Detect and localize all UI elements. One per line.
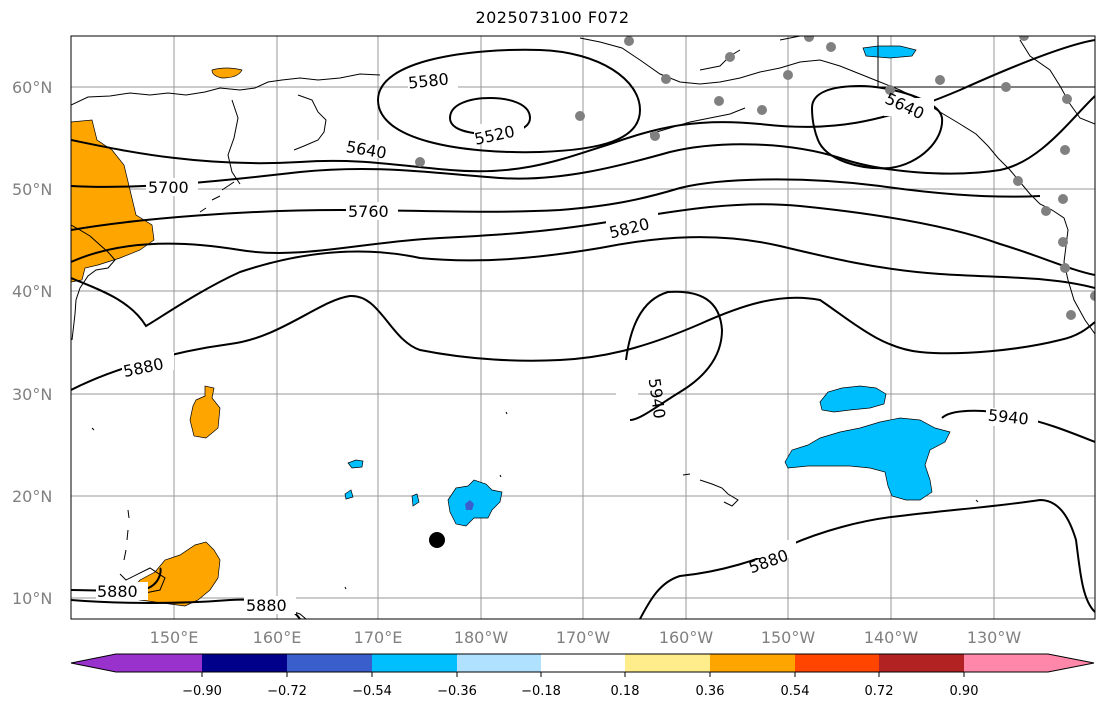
contour-label-5880-sw: 5880: [97, 582, 138, 601]
lon-label-140w: 140°W: [864, 628, 919, 647]
colorbar-tick: 0.72: [865, 684, 894, 699]
colorbar-tick: −0.72: [267, 684, 307, 699]
lon-label-160e: 160°E: [253, 628, 302, 647]
contour-label-5880-south2: 5880: [246, 596, 287, 615]
lat-label-60n: 60°N: [12, 78, 52, 97]
negative-anomaly-areas: [344, 45, 951, 527]
colorbar-tick: −0.54: [352, 684, 392, 699]
colorbar-segment: [372, 654, 457, 672]
colorbar-segment: [879, 654, 964, 672]
lat-label-10n: 10°N: [12, 589, 52, 608]
colorbar-tick: 0.36: [696, 684, 725, 699]
lat-label-40n: 40°N: [12, 282, 52, 301]
contour-label-5940-east: 5940: [987, 406, 1029, 429]
colorbar-tick: 0.90: [950, 684, 979, 699]
colorbar-segment: [202, 654, 287, 672]
contour-label-5940-center: 5940: [645, 377, 669, 420]
storm-center-marker: [429, 532, 445, 548]
longitude-labels: 150°E 160°E 170°E 180°W 170°W 160°W 150°…: [150, 628, 1022, 647]
colorbar-outline: [70, 653, 1095, 673]
graticule: [71, 36, 1095, 619]
lon-label-180w: 180°W: [454, 628, 509, 647]
lat-label-30n: 30°N: [12, 385, 52, 404]
lon-label-170e: 170°E: [354, 628, 403, 647]
colorbar-min-extend: [71, 654, 117, 672]
lon-label-170w: 170°W: [556, 628, 611, 647]
colorbar: −0.90 −0.72 −0.54 −0.36 −0.18 0.18 0.36 …: [70, 653, 1095, 699]
colorbar-max-extend: [1048, 654, 1094, 672]
colorbar-tick: 0.18: [611, 684, 640, 699]
lon-label-130w: 130°W: [967, 628, 1022, 647]
lat-label-20n: 20°N: [12, 487, 52, 506]
map-frame: [70, 35, 1096, 620]
colorbar-segment: [710, 654, 795, 672]
positive-anomaly-areas: [71, 67, 243, 607]
lon-label-150e: 150°E: [150, 628, 199, 647]
latitude-labels: 60°N 50°N 40°N 30°N 20°N 10°N: [12, 78, 52, 608]
colorbar-segment: [795, 654, 879, 672]
colorbar-segment: [457, 654, 541, 672]
station-markers: [415, 36, 1095, 320]
colorbar-segment: [287, 654, 372, 672]
lon-label-150w: 150°W: [761, 628, 816, 647]
colorbar-tick: −0.90: [182, 684, 222, 699]
colorbar-segment: [116, 654, 202, 672]
colorbar-segment: [625, 654, 710, 672]
lat-label-50n: 50°N: [12, 180, 52, 199]
contour-label-5580: 5580: [407, 69, 449, 92]
contour-label-5760: 5760: [348, 202, 389, 221]
colorbar-segment: [964, 654, 1049, 672]
coastlines: [71, 36, 1095, 619]
contour-label-5700: 5700: [148, 178, 189, 197]
contour-labels: 5580 5520 5640 5640 5700 5760 5820 5880 …: [96, 69, 1038, 615]
strong-negative-anomaly: [465, 500, 474, 510]
colorbar-tick: −0.36: [437, 684, 477, 699]
lon-label-160w: 160°W: [659, 628, 714, 647]
colorbar-tick: −0.18: [521, 684, 561, 699]
colorbar-segment: [541, 654, 625, 672]
map-title: 2025073100 F072: [475, 8, 630, 27]
colorbar-tick: 0.54: [781, 684, 810, 699]
